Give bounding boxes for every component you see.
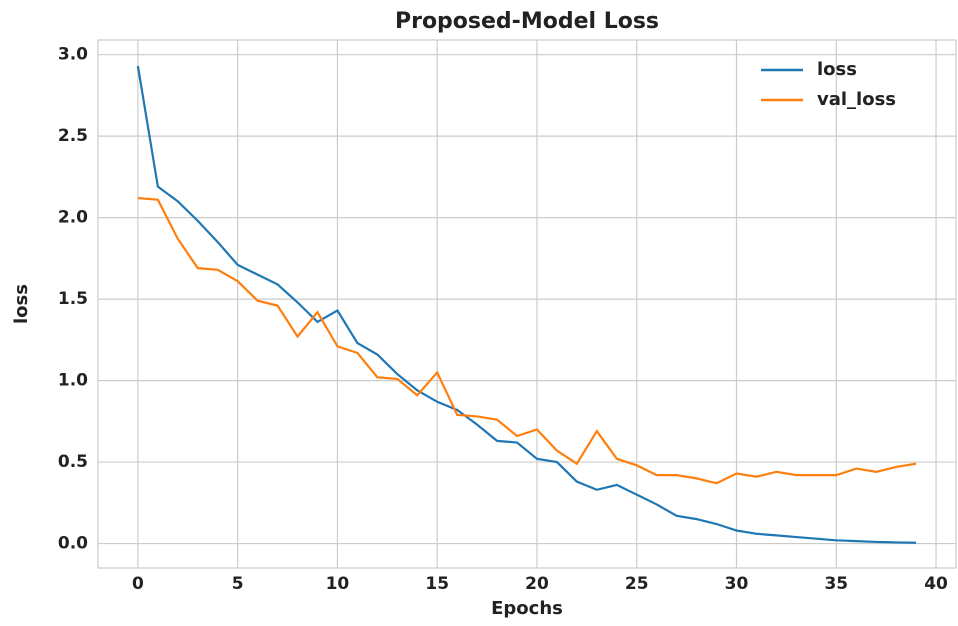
x-tick-label: 40 (924, 574, 948, 594)
y-axis-label: loss (11, 284, 32, 324)
x-tick-label: 20 (525, 574, 549, 594)
legend-label: loss (817, 59, 857, 80)
x-tick-label: 10 (326, 574, 350, 594)
y-tick-label: 3.0 (58, 45, 88, 65)
legend-label: val_loss (817, 89, 896, 110)
x-tick-label: 0 (132, 574, 144, 594)
x-tick-label: 35 (824, 574, 848, 594)
series-line (136, 65, 917, 544)
x-tick-label: 5 (232, 574, 244, 594)
y-tick-label: 0.5 (58, 452, 88, 472)
chart-title: Proposed-Model Loss (395, 9, 659, 34)
y-tick-label: 0.0 (58, 534, 88, 554)
series-line (137, 196, 917, 485)
x-tick-label: 30 (725, 574, 749, 594)
x-tick-label: 15 (425, 574, 449, 594)
y-tick-label: 1.0 (58, 371, 88, 391)
plot-frame (97, 39, 957, 569)
y-tick-label: 2.5 (58, 126, 88, 146)
y-tick-label: 2.0 (58, 208, 88, 228)
x-tick-label: 25 (625, 574, 649, 594)
x-axis-label: Epochs (491, 598, 563, 619)
y-tick-label: 1.5 (58, 289, 88, 309)
